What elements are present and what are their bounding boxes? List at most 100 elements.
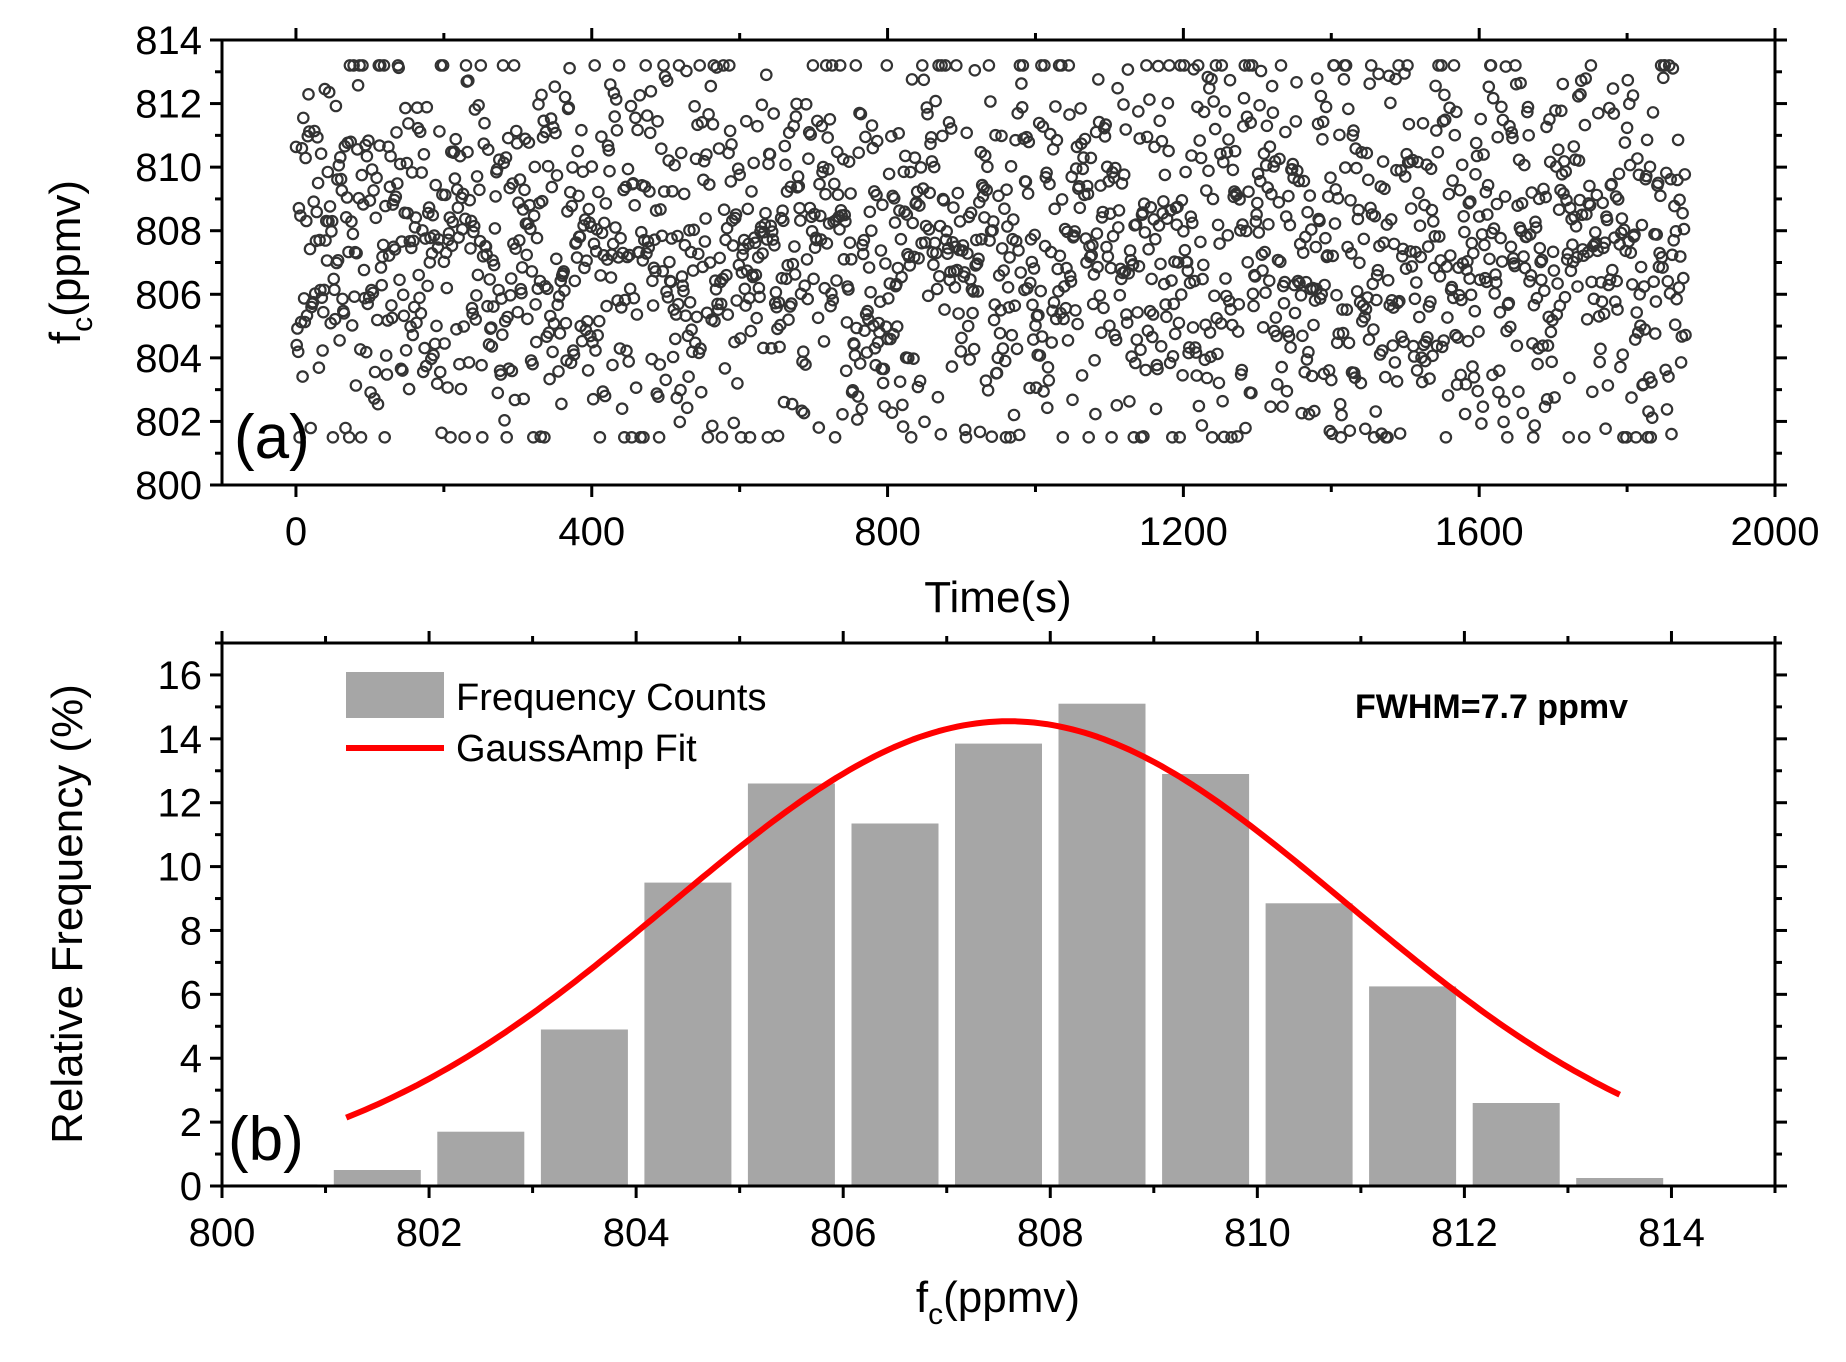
- data-point: [450, 322, 463, 336]
- data-point: [1285, 163, 1299, 176]
- data-point: [850, 321, 863, 335]
- data-point: [1339, 59, 1353, 72]
- data-point: [1246, 287, 1260, 301]
- data-point: [1379, 370, 1392, 384]
- data-point: [1537, 182, 1550, 196]
- data-point: [1490, 197, 1504, 211]
- data-point: [799, 98, 813, 111]
- panel-b-x-axis-title-unit: (ppmv): [943, 1273, 1080, 1322]
- data-point: [1022, 135, 1036, 149]
- data-point: [1077, 151, 1090, 164]
- data-point: [1489, 268, 1502, 281]
- data-point: [1392, 59, 1405, 72]
- data-point: [1578, 118, 1592, 132]
- data-point: [1539, 190, 1552, 204]
- data-point: [1249, 215, 1263, 228]
- data-point: [1368, 209, 1382, 223]
- data-point: [1109, 333, 1123, 347]
- data-point: [1288, 306, 1302, 320]
- x-tick-label: 810: [1224, 1211, 1291, 1255]
- data-point: [1467, 370, 1481, 384]
- data-point: [1146, 330, 1159, 344]
- data-point: [1571, 280, 1584, 293]
- data-point: [619, 180, 633, 194]
- data-point: [1184, 210, 1198, 223]
- data-point: [881, 292, 895, 305]
- data-point: [1665, 248, 1679, 262]
- data-point: [1505, 126, 1518, 139]
- data-point: [1117, 98, 1130, 111]
- data-point: [1021, 187, 1035, 200]
- data-point: [759, 68, 773, 82]
- data-point: [1242, 185, 1255, 198]
- data-point: [802, 152, 815, 165]
- data-point: [1245, 386, 1258, 400]
- data-point: [1545, 355, 1558, 369]
- data-point: [467, 219, 481, 233]
- data-point: [892, 127, 905, 140]
- data-point: [654, 142, 668, 155]
- data-point: [1050, 133, 1064, 147]
- data-point: [1469, 168, 1482, 181]
- data-point: [982, 59, 996, 72]
- data-point: [1076, 162, 1090, 176]
- data-point: [1580, 312, 1594, 326]
- data-point: [1140, 59, 1153, 72]
- data-point: [1143, 93, 1156, 106]
- data-point: [356, 198, 370, 211]
- data-point: [543, 372, 556, 386]
- data-point: [939, 233, 953, 247]
- data-point: [717, 203, 731, 216]
- data-point: [1200, 371, 1214, 385]
- data-point: [1429, 79, 1442, 93]
- data-point: [1488, 287, 1501, 300]
- panel-b-legend: Frequency Counts GaussAmp Fit: [346, 672, 767, 770]
- data-point: [1601, 379, 1615, 392]
- data-point: [588, 59, 601, 72]
- data-point: [1009, 133, 1022, 147]
- data-point: [821, 131, 834, 144]
- data-point: [1458, 225, 1471, 239]
- data-point: [553, 327, 567, 340]
- data-point: [730, 294, 743, 307]
- data-point: [584, 220, 598, 233]
- data-point: [796, 345, 810, 358]
- data-point: [1024, 276, 1037, 290]
- data-point: [535, 194, 549, 208]
- data-point: [1609, 295, 1622, 308]
- data-point: [879, 257, 892, 270]
- data-point: [1186, 321, 1200, 334]
- data-point: [876, 376, 890, 390]
- data-point: [507, 59, 521, 72]
- data-point: [1677, 271, 1690, 285]
- data-point: [311, 131, 324, 144]
- data-point: [1269, 311, 1283, 324]
- data-point: [328, 312, 342, 326]
- data-point: [1225, 318, 1239, 332]
- data-point: [668, 332, 682, 346]
- data-point: [1369, 405, 1382, 418]
- data-point: [1228, 144, 1242, 158]
- data-point: [1214, 147, 1227, 161]
- data-point: [820, 237, 834, 250]
- data-point: [1341, 240, 1354, 254]
- data-point: [876, 198, 889, 212]
- data-point: [1666, 62, 1680, 75]
- data-point: [935, 59, 948, 72]
- data-point: [984, 95, 997, 108]
- data-point: [1181, 264, 1195, 278]
- data-point: [1479, 185, 1493, 199]
- data-point: [1476, 400, 1490, 413]
- data-point: [1583, 179, 1596, 193]
- data-point: [1389, 72, 1402, 86]
- data-point: [922, 223, 936, 236]
- data-point: [703, 256, 717, 269]
- data-point: [1211, 347, 1224, 361]
- data-point: [1591, 244, 1604, 258]
- data-point: [1282, 189, 1295, 203]
- data-point: [337, 307, 351, 320]
- data-point: [1109, 161, 1122, 175]
- data-point: [321, 165, 335, 179]
- data-point: [515, 286, 528, 300]
- data-point: [621, 162, 635, 176]
